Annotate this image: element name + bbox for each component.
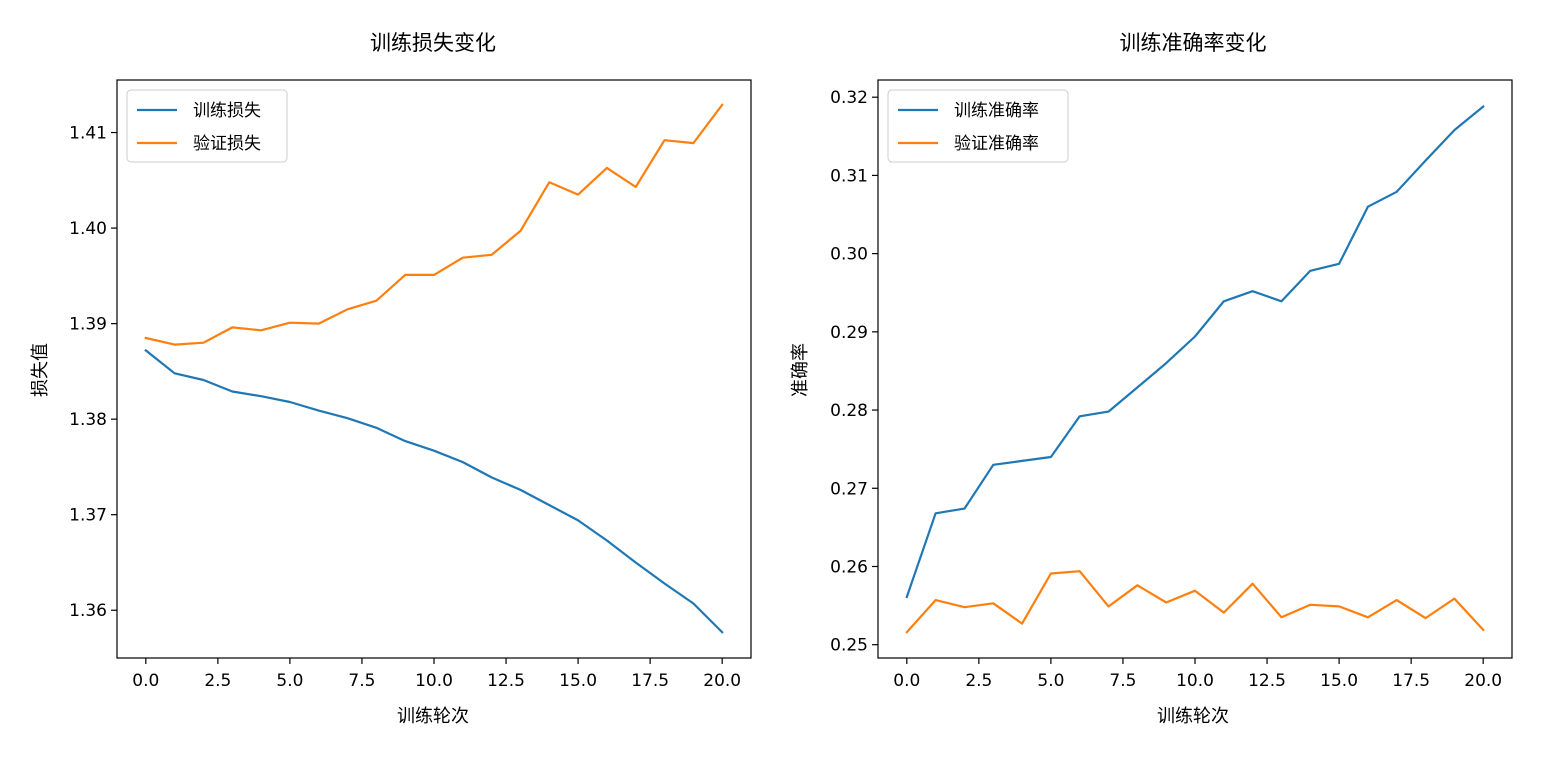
accuracy-ytick-label: 0.25 [830,636,868,656]
accuracy-legend-label-val: 验证准确率 [954,134,1039,154]
loss-xtick-label: 20.0 [703,671,741,691]
accuracy-ytick-label: 0.29 [830,323,868,343]
accuracy-chart-xlabel: 训练轮次 [1157,706,1229,727]
accuracy-ytick-label: 0.27 [830,479,868,499]
accuracy-chart: 训练准确率变化 训练轮次 准确率 0.0 2.5 5.0 7.5 10.0 12.5 15.… [790,31,1513,727]
accuracy-xtick-label: 12.5 [1248,671,1286,691]
accuracy-series-train-line [905,105,1485,599]
loss-xtick-label: 15.0 [559,671,597,691]
loss-chart-frame [116,79,752,659]
accuracy-ytick-label: 0.32 [830,88,868,108]
accuracy-chart-frame [877,79,1513,659]
loss-xtick-label: 12.5 [487,671,525,691]
loss-xtick-label: 0.0 [132,671,159,691]
loss-chart: 训练损失变化 训练轮次 损失值 0.0 2.5 5.0 7.5 10.0 12.5 15.0… [30,31,752,727]
loss-xtick-label: 5.0 [276,671,303,691]
accuracy-ytick-label: 0.30 [830,245,868,265]
loss-chart-legend: 训练损失 验证损失 [126,89,288,163]
loss-ytick-label: 1.36 [69,601,107,621]
accuracy-xtick-label: 10.0 [1176,671,1214,691]
accuracy-xtick-label: 5.0 [1037,671,1064,691]
accuracy-xtick-label: 20.0 [1464,671,1502,691]
loss-xtick-label: 17.5 [631,671,669,691]
loss-chart-lines [144,103,724,634]
accuracy-ytick-label: 0.31 [830,166,868,186]
accuracy-xtick-label: 15.0 [1320,671,1358,691]
loss-xtick-label: 7.5 [348,671,375,691]
loss-xtick-label: 10.0 [415,671,453,691]
accuracy-chart-lines [905,105,1485,634]
accuracy-xtick-label: 2.5 [965,671,992,691]
loss-series-val-line [144,103,724,346]
accuracy-xtick-label: 17.5 [1392,671,1430,691]
accuracy-chart-title: 训练准确率变化 [1120,31,1267,55]
accuracy-chart-legend: 训练准确率 验证准确率 [887,89,1069,163]
loss-chart-xlabel: 训练轮次 [397,706,469,727]
loss-ytick-label: 1.38 [69,410,107,430]
loss-chart-ylabel: 损失值 [30,343,51,397]
accuracy-legend-label-train: 训练准确率 [954,101,1039,121]
loss-ytick-label: 1.37 [69,506,107,526]
accuracy-series-val-line [905,570,1485,634]
accuracy-chart-ylabel: 准确率 [790,343,811,397]
accuracy-xtick-label: 0.0 [893,671,920,691]
accuracy-chart-ticks: 0.0 2.5 5.0 7.5 10.0 12.5 15.0 17.5 20.0 0.25 0.26… [830,88,1502,691]
loss-chart-ticks: 0.0 2.5 5.0 7.5 10.0 12.5 15.0 17.5 20.0 1.36 1.37… [69,124,741,691]
loss-legend-label-train: 训练损失 [193,101,261,121]
loss-ytick-label: 1.41 [69,124,107,144]
loss-series-train-line [144,348,724,634]
accuracy-xtick-label: 7.5 [1109,671,1136,691]
loss-ytick-label: 1.39 [69,315,107,335]
loss-xtick-label: 2.5 [204,671,231,691]
loss-legend-label-val: 验证损失 [193,134,261,154]
loss-chart-title: 训练损失变化 [370,31,496,55]
accuracy-ytick-label: 0.28 [830,401,868,421]
loss-ytick-label: 1.40 [69,219,107,239]
accuracy-ytick-label: 0.26 [830,557,868,577]
